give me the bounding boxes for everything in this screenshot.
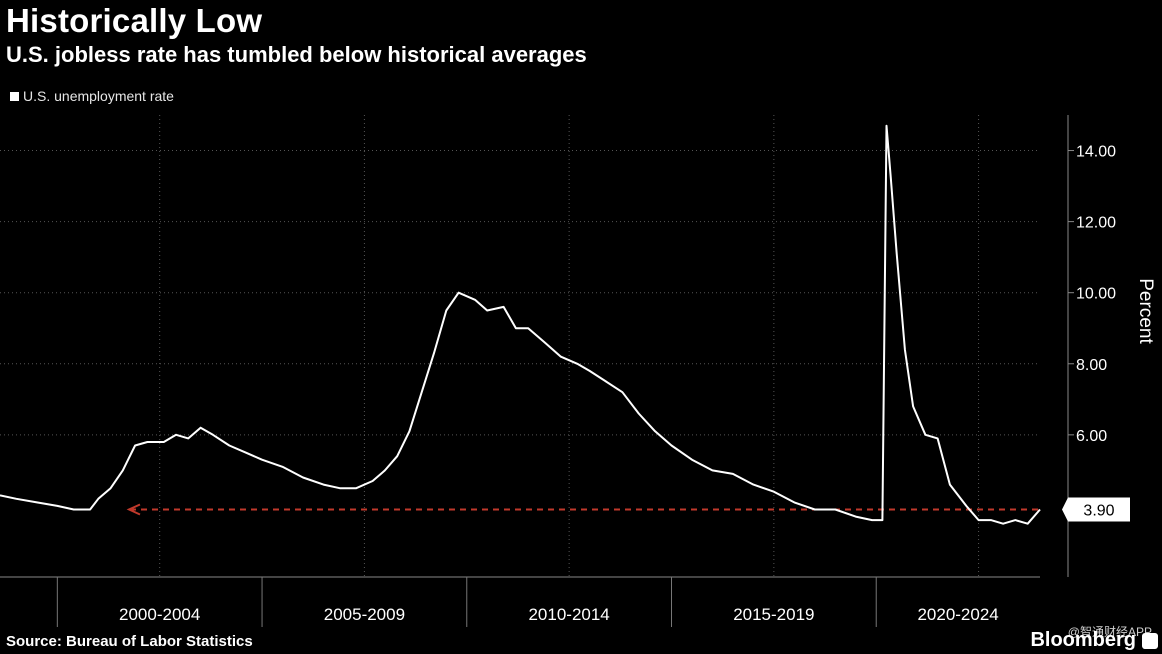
- last-value-text: 3.90: [1083, 502, 1114, 519]
- reference-arrow-icon: [126, 503, 141, 516]
- bloomberg-badge-icon: [1142, 632, 1158, 649]
- y-axis-label: Percent: [1135, 278, 1156, 344]
- x-tick-label: 2015-2019: [733, 605, 814, 624]
- x-tick-label: 2005-2009: [324, 605, 405, 624]
- axes: 2000-2004 2005-2009 2010-2014 2015-2019 2020…: [0, 115, 1156, 627]
- last-value-badge: [1062, 497, 1130, 522]
- y-tick-label: 8.00: [1076, 357, 1107, 374]
- brand-label: Bloomberg: [1030, 629, 1136, 651]
- marks: 3.90: [0, 124, 1130, 525]
- y-tick-label: 10.00: [1076, 286, 1116, 303]
- series-line: [0, 124, 1041, 525]
- chart-title: Historically Low: [6, 2, 263, 39]
- legend-swatch: [10, 91, 19, 101]
- x-tick-label: 2020-2024: [917, 605, 998, 624]
- bloomberg-logo: Bloomberg: [1030, 629, 1158, 652]
- legend-label: U.S. unemployment rate: [23, 88, 174, 104]
- source-note: Source: Bureau of Labor Statistics: [6, 633, 253, 650]
- y-tick-label: 14.00: [1076, 144, 1116, 161]
- watermark: @智通财经APP: [1067, 625, 1152, 639]
- x-tick-label: 2000-2004: [119, 605, 200, 624]
- chart-subtitle: U.S. jobless rate has tumbled below hist…: [6, 42, 587, 67]
- x-tick-label: 2010-2014: [528, 605, 609, 624]
- grid: [0, 115, 1040, 577]
- y-tick-label: 12.00: [1076, 215, 1116, 232]
- legend: U.S. unemployment rate: [10, 88, 174, 104]
- y-tick-label: 6.00: [1076, 428, 1107, 445]
- last-value-label: 3.90: [1062, 497, 1130, 522]
